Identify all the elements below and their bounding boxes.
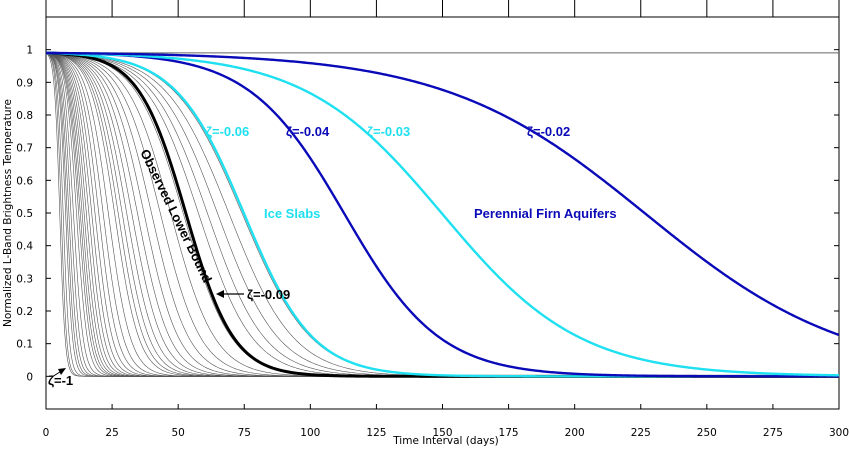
x-tick-label: 0 xyxy=(43,427,50,439)
y-tick-label: 0.5 xyxy=(16,208,33,220)
arrow-zeta-m1 xyxy=(51,368,66,378)
x-tick-label: 200 xyxy=(565,427,585,439)
y-axis-ticks: 0 0.1 0.2 0.3 0.4 0.5 0.6 0.7 0.8 0.9 1 xyxy=(16,45,839,383)
x-tick-label: 25 xyxy=(105,427,118,439)
y-tick-label: 0.9 xyxy=(16,77,33,89)
x-tick-label: 300 xyxy=(829,427,849,439)
x-tick-label: 275 xyxy=(763,427,783,439)
x-tick-label: 100 xyxy=(300,427,320,439)
label-firn-aquifers: Perennial Firn Aquifers xyxy=(474,206,617,221)
x-tick-label: 175 xyxy=(499,427,519,439)
label-zeta-m1: ζ=-1 xyxy=(48,373,73,388)
series-line-zeta-m004 xyxy=(46,51,839,378)
label-zeta-m004: ζ=-0.04 xyxy=(286,124,330,139)
y-tick-label: 0.8 xyxy=(16,110,33,122)
top-axis-ticks xyxy=(45,0,840,17)
label-zeta-m003: ζ=-0.03 xyxy=(367,124,410,139)
y-tick-label: 1 xyxy=(26,45,33,57)
highlighted-series xyxy=(46,51,839,378)
label-ice-slabs: Ice Slabs xyxy=(264,206,320,221)
y-tick-label: 0.2 xyxy=(16,306,33,318)
label-zeta-m002: ζ=-0.02 xyxy=(527,124,570,139)
y-tick-label: 0.4 xyxy=(16,241,33,253)
y-tick-label: 0.7 xyxy=(16,143,33,155)
y-tick-label: 0.1 xyxy=(16,339,33,351)
y-axis-label: Normalized L-Band Brightness Temperature xyxy=(2,99,14,327)
arrow-zeta-m009 xyxy=(216,290,244,298)
y-tick-label: 0.3 xyxy=(16,273,33,285)
x-tick-label: 50 xyxy=(171,427,184,439)
label-zeta-m006: ζ=-0.06 xyxy=(206,124,249,139)
x-axis-label: Time Interval (days) xyxy=(392,435,499,447)
x-tick-label: 75 xyxy=(238,427,251,439)
label-zeta-m009: ζ=-0.09 xyxy=(247,287,290,302)
x-axis-ticks: 0 25 50 75 100 125 150 175 200 225 250 275 300 xyxy=(43,404,849,439)
x-tick-label: 250 xyxy=(697,427,717,439)
y-tick-label: 0.6 xyxy=(16,175,33,187)
x-tick-label: 225 xyxy=(631,427,651,439)
x-tick-label: 125 xyxy=(366,427,386,439)
x-tick-label: 150 xyxy=(432,427,452,439)
series-line-zeta-m002 xyxy=(46,51,839,337)
series-line-zeta-m003 xyxy=(46,51,839,377)
y-tick-label: 0 xyxy=(26,371,33,383)
